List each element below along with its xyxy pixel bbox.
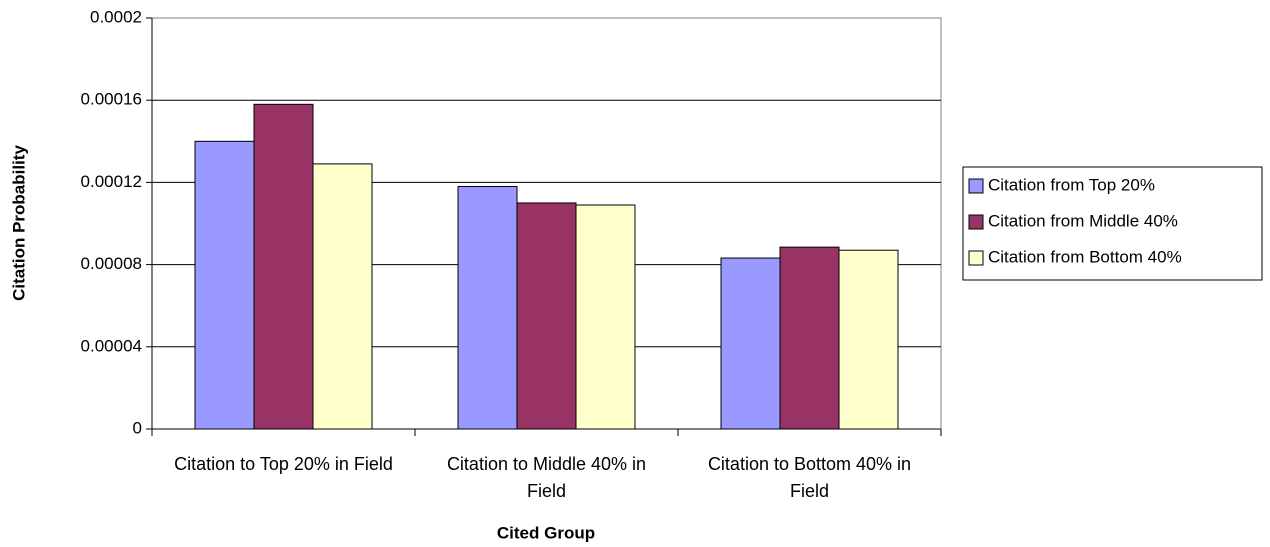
bar <box>194 140 255 430</box>
legend-label: Citation from Middle 40% <box>988 211 1178 230</box>
bar <box>457 186 518 430</box>
legend-swatch <box>968 178 984 194</box>
y-tick-label: 0 <box>133 418 142 437</box>
legend-box <box>962 166 1263 281</box>
x-tick-label: Citation to Top 20% in Field <box>174 454 393 474</box>
bar <box>516 202 577 430</box>
y-tick-label: 0.00008 <box>81 254 142 273</box>
x-tick-label: Citation to Middle 40% in Field <box>446 454 647 501</box>
legend-label: Citation from Top 20% <box>988 175 1155 194</box>
bar <box>312 163 373 430</box>
bar <box>838 249 899 430</box>
bar <box>720 257 781 430</box>
x-tick-label: Citation to Bottom 40% in Field <box>707 454 912 501</box>
bar <box>575 204 636 430</box>
legend-swatch <box>968 214 984 230</box>
y-tick-label: 0.00004 <box>81 336 142 355</box>
legend-label: Citation from Bottom 40% <box>988 247 1182 266</box>
legend-swatch <box>968 250 984 266</box>
y-axis-label: Citation Probability <box>9 145 28 301</box>
bar <box>253 103 314 430</box>
y-tick-label: 0.0002 <box>90 7 142 26</box>
y-tick-label: 0.00012 <box>81 172 142 191</box>
y-tick-label: 0.00016 <box>81 90 142 109</box>
x-axis-label: Cited Group <box>497 523 595 542</box>
bar <box>779 246 840 430</box>
